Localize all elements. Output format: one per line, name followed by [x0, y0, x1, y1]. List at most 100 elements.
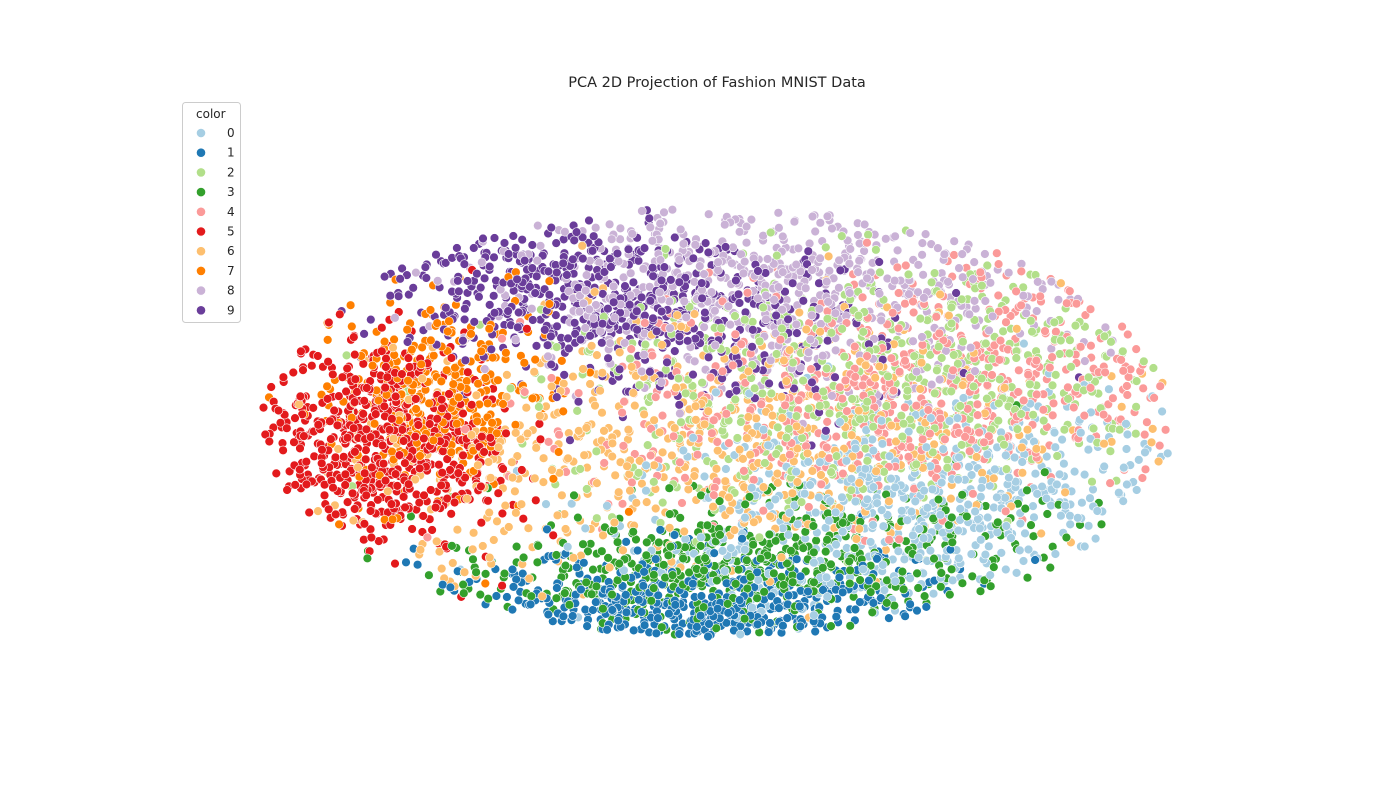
scatter-point-class-9: [469, 243, 479, 253]
scatter-point-class-3: [946, 564, 957, 574]
scatter-point-class-4: [1040, 326, 1050, 336]
scatter-point-class-9: [459, 314, 470, 325]
scatter-point-class-8: [703, 209, 714, 219]
scatter-points: [258, 205, 1173, 642]
scatter-point-class-6: [823, 251, 834, 262]
scatter-point-class-0: [1023, 544, 1034, 555]
scatter-point-class-0: [1011, 568, 1022, 578]
scatter-point-class-0: [1088, 484, 1098, 495]
scatter-point-class-6: [626, 362, 637, 372]
scatter-point-class-2: [932, 365, 942, 375]
scatter-point-class-2: [765, 227, 776, 238]
scatter-point-class-9: [670, 346, 680, 356]
scatter-point-class-8: [761, 314, 771, 325]
scatter-point-class-4: [936, 398, 946, 409]
scatter-point-class-9: [460, 304, 470, 314]
scatter-point-class-5: [438, 446, 448, 456]
scatter-point-class-6: [758, 482, 769, 492]
scatter-point-class-0: [753, 575, 763, 585]
scatter-point-class-5: [258, 402, 269, 413]
scatter-point-class-2: [824, 408, 835, 418]
scatter-point-class-4: [1108, 393, 1118, 403]
scatter-point-class-6: [333, 444, 343, 454]
scatter-point-class-2: [803, 403, 814, 414]
scatter-point-class-8: [390, 313, 400, 323]
scatter-point-class-0: [1134, 455, 1144, 465]
scatter-point-class-8: [905, 228, 915, 238]
scatter-point-class-5: [449, 497, 460, 508]
scatter-point-class-0: [1049, 427, 1060, 438]
scatter-point-class-4: [709, 415, 719, 425]
scatter-point-class-4: [1117, 321, 1127, 332]
scatter-point-class-8: [804, 238, 815, 249]
scatter-point-class-5: [301, 457, 311, 467]
scatter-point-class-5: [498, 464, 508, 474]
scatter-point-class-0: [825, 496, 835, 506]
scatter-point-class-6: [483, 457, 494, 467]
scatter-point-class-6: [751, 413, 761, 423]
scatter-point-class-6: [604, 562, 615, 573]
scatter-point-class-9: [544, 290, 555, 300]
scatter-point-class-5: [434, 460, 444, 470]
scatter-point-class-9: [731, 385, 742, 396]
scatter-point-class-4: [822, 417, 832, 427]
scatter-point-class-5: [295, 464, 305, 475]
scatter-point-class-2: [1131, 376, 1142, 386]
scatter-point-class-7: [402, 325, 412, 335]
scatter-point-class-5: [290, 480, 300, 490]
scatter-point-class-0: [747, 603, 757, 613]
scatter-point-class-6: [590, 400, 600, 411]
scatter-point-class-8: [791, 259, 801, 270]
scatter-point-class-0: [868, 520, 878, 530]
scatter-point-class-2: [791, 411, 802, 421]
scatter-point-class-5: [534, 419, 545, 429]
scatter-point-class-5: [298, 365, 308, 375]
scatter-point-class-6: [579, 450, 589, 460]
scatter-point-class-8: [853, 230, 863, 240]
scatter-point-class-8: [1031, 306, 1042, 316]
scatter-point-class-1: [653, 613, 663, 623]
scatter-point-class-5: [342, 363, 352, 374]
scatter-point-class-0: [580, 523, 590, 534]
scatter-point-class-0: [699, 471, 710, 482]
scatter-point-class-9: [656, 306, 667, 317]
scatter-point-class-0: [641, 486, 651, 496]
scatter-point-class-9: [420, 262, 431, 272]
scatter-point-class-2: [839, 351, 849, 362]
scatter-point-class-9: [431, 250, 441, 260]
scatter-point-class-0: [726, 543, 736, 553]
scatter-point-class-0: [905, 573, 915, 583]
scatter-point-class-4: [1160, 425, 1171, 435]
scatter-point-class-4: [677, 498, 687, 508]
scatter-point-class-7: [389, 334, 399, 345]
scatter-point-class-5: [288, 367, 298, 378]
scatter-point-class-6: [529, 367, 539, 377]
scatter-point-class-6: [586, 341, 597, 351]
scatter-point-class-0: [982, 512, 993, 523]
scatter-point-class-2: [847, 394, 857, 404]
scatter-point-class-0: [1020, 528, 1030, 539]
scatter-point-class-8: [954, 263, 964, 273]
scatter-point-class-2: [993, 416, 1003, 426]
scatter-point-class-5: [518, 513, 528, 524]
scatter-point-class-9: [462, 276, 473, 286]
scatter-point-class-8: [1046, 276, 1057, 287]
scatter-point-class-8: [411, 267, 421, 278]
scatter-point-class-3: [809, 547, 819, 558]
scatter-point-class-9: [531, 271, 542, 281]
scatter-point-class-7: [527, 393, 538, 404]
scatter-point-class-8: [1003, 268, 1014, 278]
scatter-point-class-6: [388, 434, 399, 444]
scatter-point-class-9: [517, 235, 527, 245]
scatter-point-class-2: [1066, 362, 1076, 372]
scatter-point-class-0: [717, 546, 728, 556]
scatter-point-class-4: [831, 431, 841, 442]
scatter-point-class-2: [633, 468, 644, 478]
scatter-point-class-0: [830, 507, 841, 518]
scatter-point-class-3: [483, 593, 493, 604]
scatter-point-class-6: [649, 415, 659, 425]
scatter-point-class-6: [568, 371, 578, 382]
scatter-point-class-8: [533, 220, 543, 231]
scatter-point-class-7: [425, 305, 436, 315]
scatter-point-class-5: [437, 468, 447, 478]
